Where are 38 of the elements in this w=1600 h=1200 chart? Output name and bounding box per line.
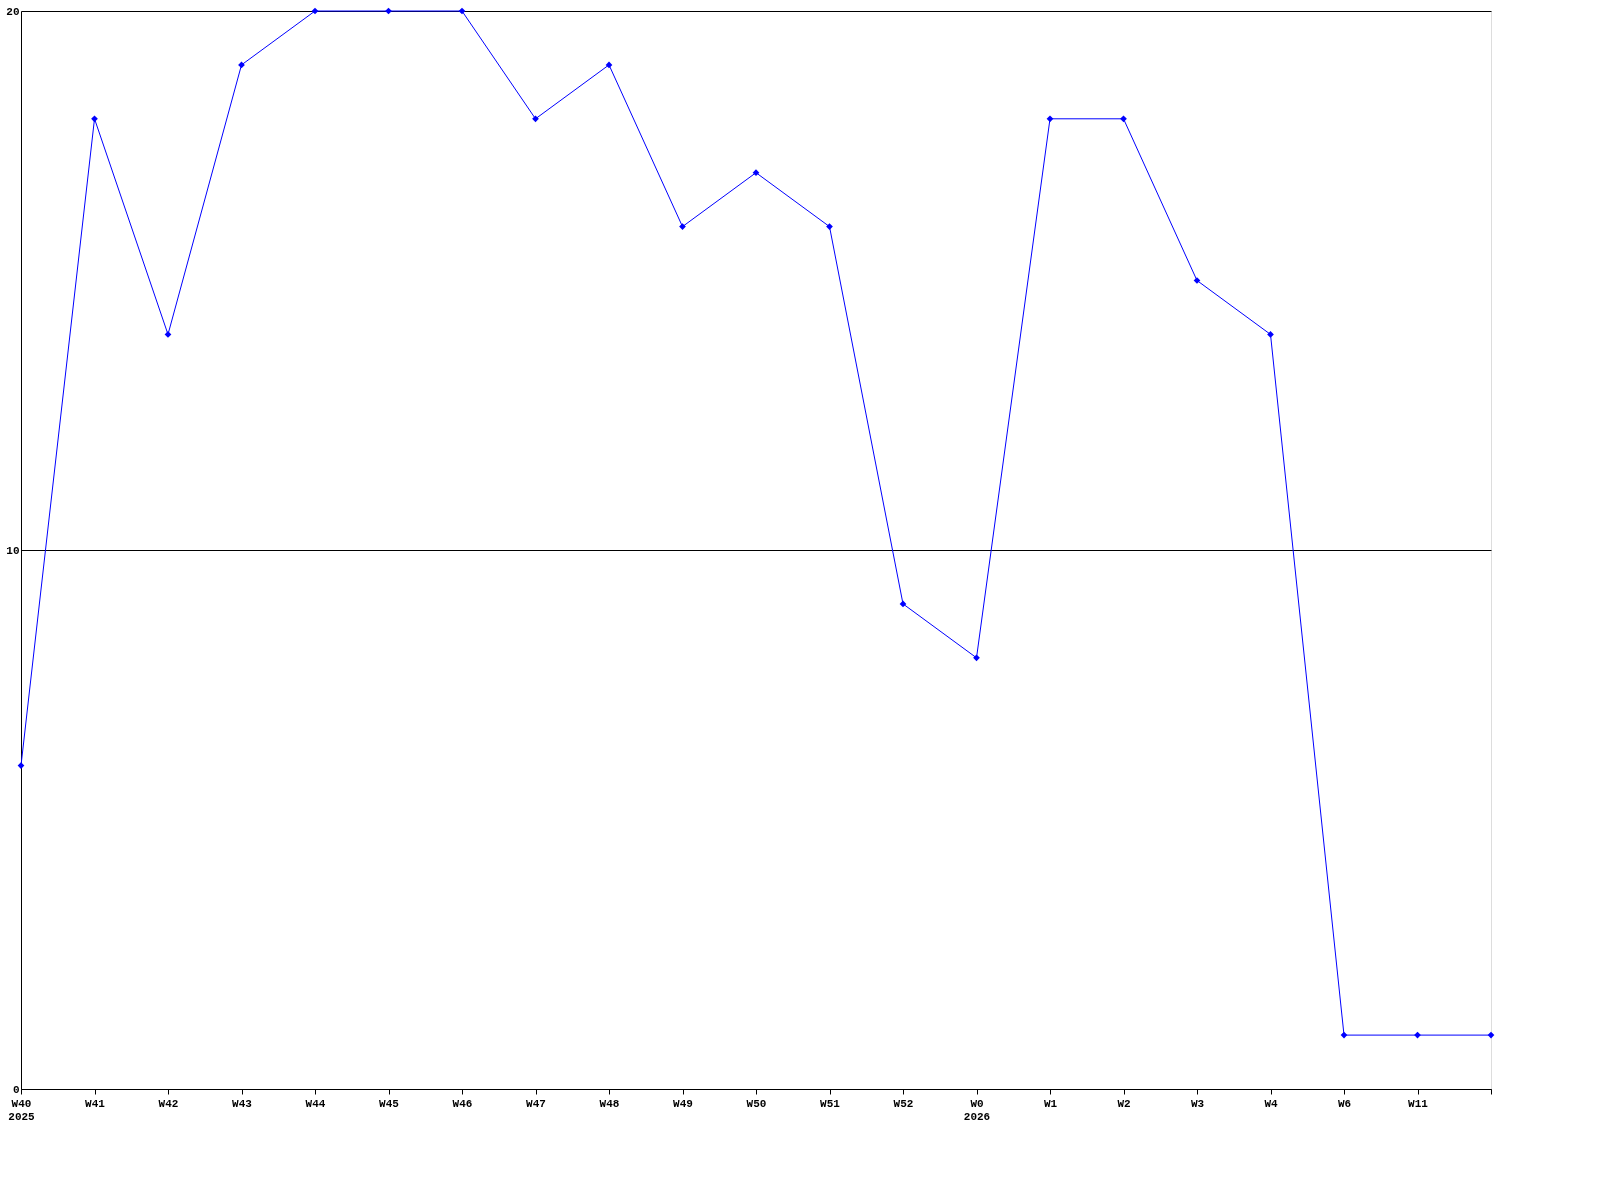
point (1487, 1031, 1495, 1039)
point (605, 61, 613, 69)
point (1267, 331, 1274, 338)
point (91, 115, 98, 123)
x-tick-label: W42 (158, 1097, 179, 1110)
x-tick-label: W44 (305, 1097, 326, 1110)
point (1046, 115, 1054, 123)
point (532, 115, 539, 123)
x-tick-label: W2 (1117, 1097, 1131, 1110)
x-tick-label: W4 (1264, 1097, 1278, 1110)
point (752, 169, 760, 177)
y-tick-label: 10 (6, 544, 20, 557)
x-tick-label: W45 (379, 1097, 400, 1110)
x-tick-label: W11 (1408, 1097, 1429, 1110)
x-tick-label: W0 2026 (963, 1097, 991, 1123)
point (311, 7, 319, 15)
x-tick-label: W1 (1043, 1097, 1058, 1110)
x-tick-label: W46 (452, 1097, 473, 1110)
x-tick-label: W40 2025 (8, 1097, 36, 1123)
point (973, 654, 980, 662)
x-tick-label: W50 (746, 1097, 767, 1110)
x-tick-label: W52 (893, 1097, 914, 1110)
point (826, 223, 833, 230)
x-tick-label: W51 (820, 1097, 841, 1110)
y-tick-label: 20 (6, 5, 20, 18)
point (1340, 1031, 1348, 1039)
x-tick-label: W49 (673, 1097, 693, 1110)
point (679, 223, 686, 230)
y-tick-label: 0 (12, 1083, 20, 1096)
point (1120, 115, 1127, 123)
x-tick-label: W47 (526, 1097, 546, 1110)
x-tick-label: W41 (85, 1097, 106, 1110)
x-tick-label: W3 (1190, 1097, 1205, 1110)
x-tick-label: W43 (232, 1097, 253, 1110)
x-tick-label: W48 (599, 1097, 620, 1110)
x-tick-label: W6 (1337, 1097, 1352, 1110)
point (899, 600, 907, 608)
point (458, 7, 466, 15)
